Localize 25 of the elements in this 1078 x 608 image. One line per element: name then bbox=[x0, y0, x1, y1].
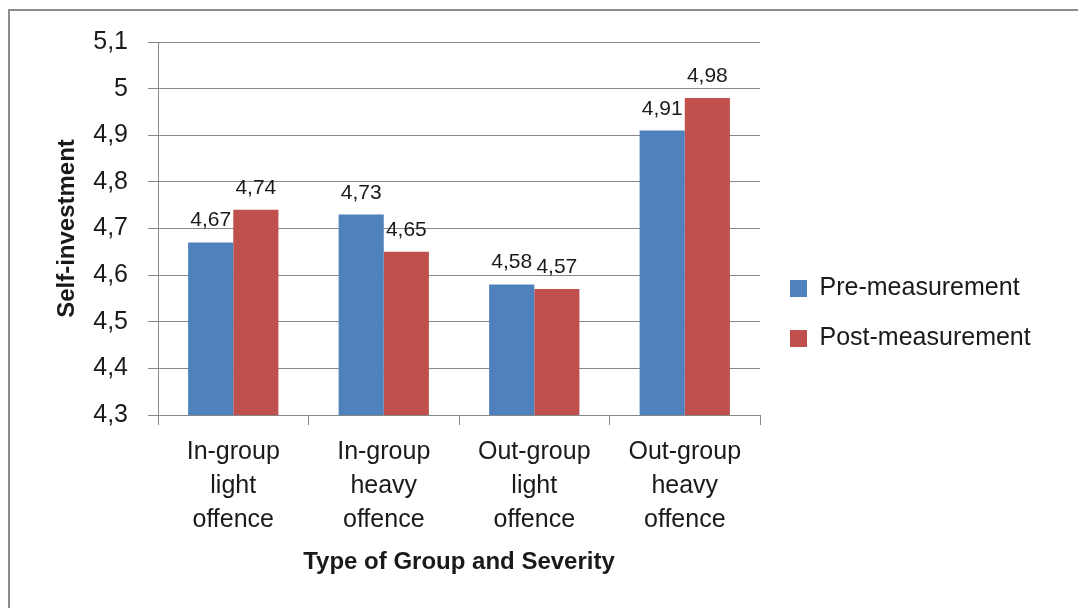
y-tick-label: 4,3 bbox=[93, 398, 128, 427]
x-axis-title: Type of Group and Severity bbox=[303, 547, 616, 575]
y-tick-label: 5,1 bbox=[93, 25, 128, 54]
data-label: 4,58 bbox=[491, 249, 533, 273]
legend-label: Post-measurement bbox=[819, 322, 1031, 351]
x-tick-label: Out-group light offence bbox=[477, 435, 591, 532]
x-tick-label: Out-group heavy offence bbox=[628, 435, 742, 532]
y-tick-label: 4,6 bbox=[93, 259, 128, 288]
x-tick-label: In-group heavy offence bbox=[337, 435, 431, 532]
data-label: 4,98 bbox=[686, 62, 728, 86]
y-tick-label: 4,4 bbox=[93, 352, 129, 381]
x-tick-label: In-group light offence bbox=[186, 435, 280, 532]
y-tick-label: 4,8 bbox=[93, 165, 128, 194]
y-tick-label: 4,5 bbox=[93, 305, 128, 334]
y-axis-title: Self-investment bbox=[52, 139, 80, 318]
data-label: 4,74 bbox=[235, 174, 277, 198]
legend-label: Pre-measurement bbox=[819, 272, 1020, 301]
y-tick-label: 5 bbox=[114, 72, 128, 101]
data-label: 4,57 bbox=[536, 254, 578, 278]
y-tick-label: 4,9 bbox=[93, 119, 128, 148]
data-label: 4,73 bbox=[340, 179, 382, 203]
data-label: 4,67 bbox=[190, 207, 232, 231]
y-tick-label: 4,7 bbox=[93, 212, 128, 241]
data-label: 4,91 bbox=[641, 95, 683, 119]
data-label: 4,65 bbox=[385, 216, 427, 240]
